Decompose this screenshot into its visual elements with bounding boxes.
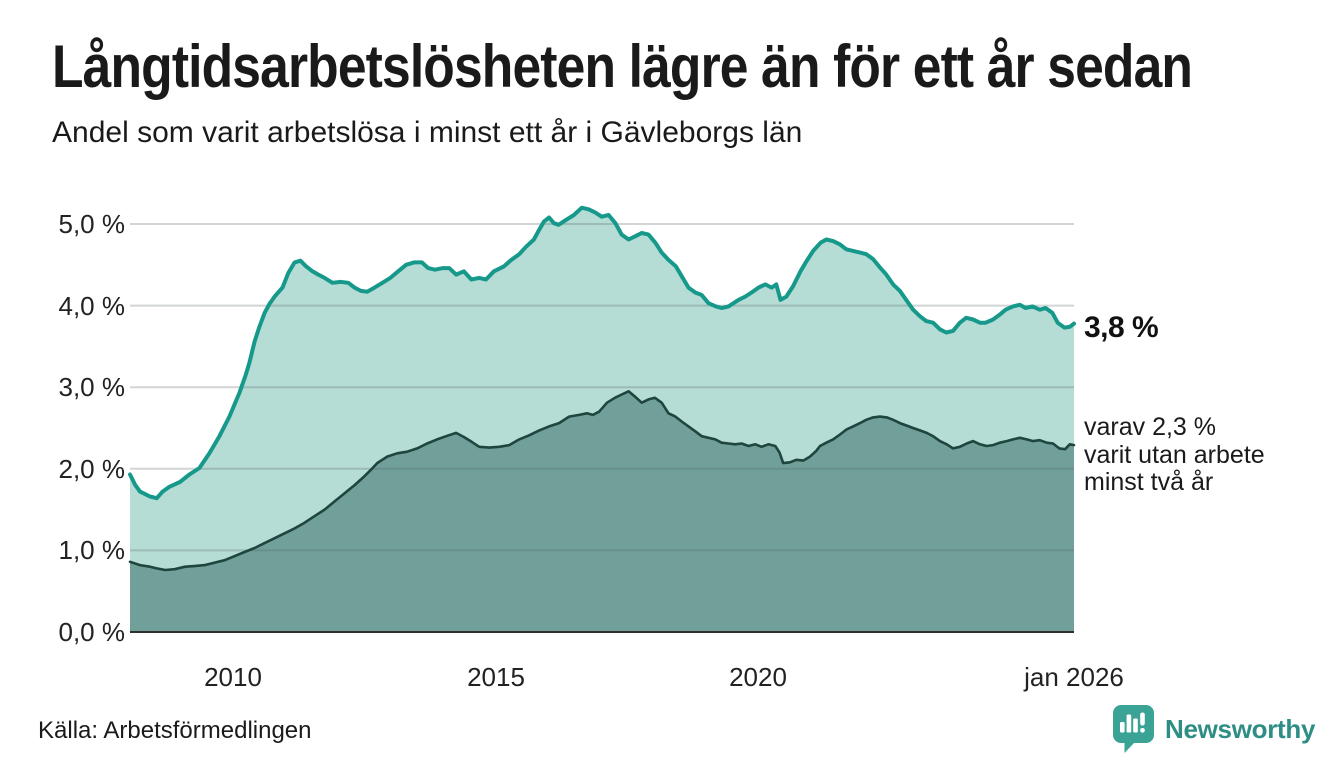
x-axis-tick-label: 2015 xyxy=(467,662,525,692)
x-axis-tick-label: jan 2026 xyxy=(1024,662,1124,692)
latest-value-label: 3,8 % xyxy=(1084,311,1159,344)
annotation-line: varav 2,3 % xyxy=(1084,413,1217,441)
chart-subtitle: Andel som varit arbetslösa i minst ett å… xyxy=(52,116,803,149)
y-axis-tick-label: 0,0 % xyxy=(58,617,126,647)
y-axis-tick-label: 4,0 % xyxy=(58,291,126,321)
series-line-very-long-term xyxy=(128,390,1076,572)
gridlines xyxy=(130,223,1074,552)
series-line-long-term xyxy=(128,205,1076,501)
source-credit: Källa: Arbetsförmedlingen xyxy=(38,717,312,744)
area-very-long-term-unemployed xyxy=(130,391,1074,632)
annotation-line: varit utan arbete xyxy=(1084,440,1265,469)
page-title: Långtidsarbetslösheten lägre än för ett … xyxy=(52,33,1193,100)
x-axis-tick-label: 2010 xyxy=(204,662,262,692)
y-axis-tick-label: 5,0 % xyxy=(58,209,126,239)
y-axis-tick-label: 3,0 % xyxy=(58,372,126,402)
y-axis-tick-label: 1,0 % xyxy=(58,535,126,565)
newsworthy-logo: Newsworthy xyxy=(1112,704,1315,754)
secondary-series-annotation: varav 2,3 % varit utan arbete minst två … xyxy=(1084,413,1265,497)
y-axis-tick-label: 2,0 % xyxy=(58,454,126,484)
annotation-line: minst två år xyxy=(1084,468,1214,496)
x-axis-tick-label: 2020 xyxy=(729,662,787,692)
newsworthy-wordmark: Newsworthy xyxy=(1165,713,1316,744)
newsworthy-logo-icon xyxy=(1113,705,1154,753)
